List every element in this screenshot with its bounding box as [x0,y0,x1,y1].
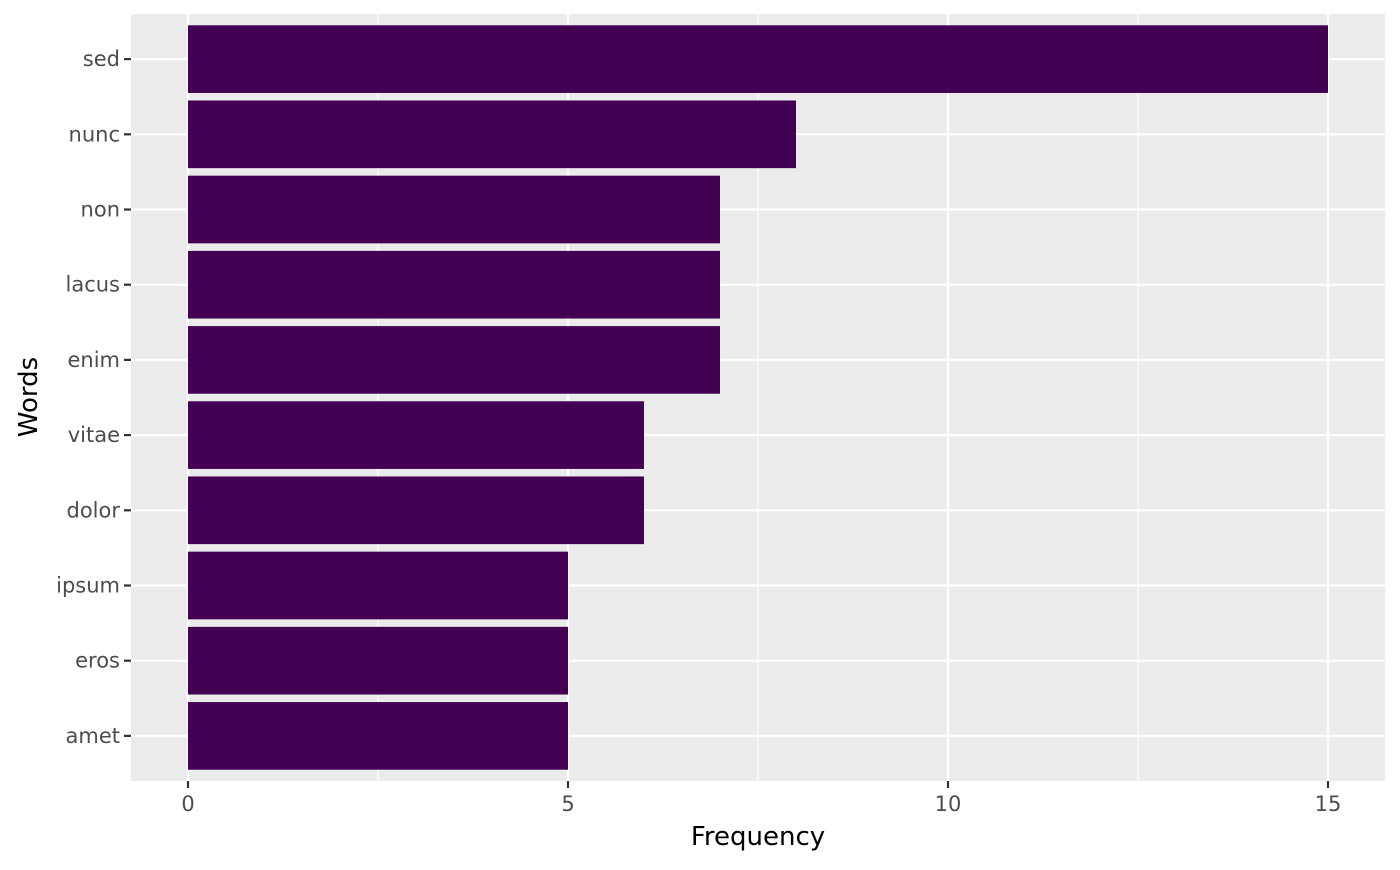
x-tick-label: 10 [935,792,962,816]
bar-eros [188,626,568,695]
bar-vitae [188,401,644,469]
y-tick-label: non [81,198,120,222]
y-axis: sed nunc non lacus enim vitae dolor ipsum eros am… [56,47,131,748]
bar-amet [188,702,568,770]
bar-dolor [188,476,644,545]
bars [188,25,1328,770]
bar-ipsum [188,551,568,620]
bar-lacus [188,250,720,319]
y-axis-title: Words [14,357,44,437]
x-tick-label: 15 [1315,792,1342,816]
y-tick-label: lacus [66,273,121,297]
bar-non [188,175,720,244]
x-axis: 0 5 10 15 [181,781,1341,816]
y-tick-label: vitae [68,423,120,447]
y-tick-label: dolor [67,498,121,522]
y-tick-label: ipsum [56,573,120,597]
y-tick-label: sed [83,47,120,71]
y-tick-label: nunc [69,122,120,146]
y-tick-label: enim [67,348,120,372]
x-tick-label: 5 [561,792,574,816]
x-axis-title: Frequency [691,822,825,852]
bar-sed [188,25,1328,93]
x-tick-label: 0 [181,792,194,816]
bar-nunc [188,100,796,169]
y-tick-label: amet [66,724,120,748]
y-tick-label: eros [75,649,120,673]
bar-enim [188,326,720,394]
